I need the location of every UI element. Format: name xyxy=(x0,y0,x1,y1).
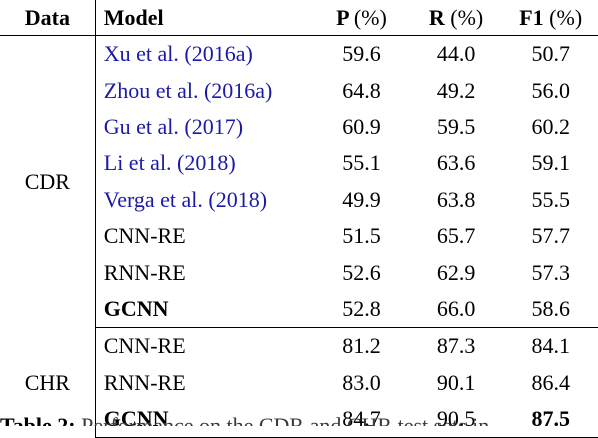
header-precision-unit: (%) xyxy=(353,4,387,30)
f1-cell: 58.6 xyxy=(503,290,598,329)
table-row: CNN-RE 51.5 65.7 57.7 xyxy=(0,218,598,254)
caption-text: Performance on the CDR and CHR test sets… xyxy=(81,413,490,426)
f1-cell: 57.3 xyxy=(531,259,570,285)
table-row: Gu et al. (2017) 60.9 59.5 60.2 xyxy=(0,109,598,145)
model-cell[interactable]: Xu et al. (2016a) xyxy=(103,41,253,67)
precision-cell: 52.6 xyxy=(342,259,381,285)
caption-label: Table 2 xyxy=(0,413,69,426)
table-row: CHR CNN-RE 81.2 87.3 84.1 xyxy=(0,327,598,438)
model-cell: CNN-RE xyxy=(103,333,186,359)
group-label-cdr: CDR xyxy=(0,35,96,328)
precision-cell: 64.8 xyxy=(342,77,381,103)
precision-cell: 55.1 xyxy=(342,150,381,176)
caption-label-colon: : xyxy=(68,413,76,426)
header-f1-unit: (%) xyxy=(549,4,583,30)
table-row: Verga et al. (2018) 49.9 63.8 55.5 xyxy=(0,182,598,218)
f1-cell: 50.7 xyxy=(531,41,570,67)
header-data-label: Data xyxy=(24,4,70,30)
recall-cell: 62.9 xyxy=(436,259,476,285)
model-cell[interactable]: Gu et al. (2017) xyxy=(103,113,244,139)
table-row: CDR Xu et al. (2016a) 59.6 44.0 50.7 xyxy=(0,35,598,328)
f1-cell: 57.7 xyxy=(531,223,570,249)
model-cell: RNN-RE xyxy=(103,259,186,285)
header-recall: R (%) xyxy=(408,0,504,36)
recall-cell: 59.5 xyxy=(436,113,476,139)
f1-cell: 86.4 xyxy=(531,369,570,395)
model-cell[interactable]: Zhou et al. (2016a) xyxy=(103,77,273,103)
recall-cell: 66.0 xyxy=(408,290,504,329)
precision-cell: 49.9 xyxy=(342,186,381,212)
header-precision: P (%) xyxy=(314,0,409,36)
table-header: Data Model P (%) R (%) F1 (%) xyxy=(0,0,598,36)
precision-cell: 52.8 xyxy=(314,290,409,329)
header-model: Model xyxy=(95,0,315,36)
precision-cell: 51.5 xyxy=(342,223,381,249)
model-cell: CNN-RE xyxy=(103,223,186,249)
f1-cell: 59.1 xyxy=(531,150,570,176)
recall-cell: 63.8 xyxy=(436,186,476,212)
precision-cell: 60.9 xyxy=(342,113,381,139)
recall-cell: 44.0 xyxy=(436,41,476,67)
recall-cell: 49.2 xyxy=(436,77,476,103)
header-f1: F1 (%) xyxy=(503,0,598,36)
table-row: GCNN 52.8 66.0 58.6 xyxy=(0,290,598,329)
f1-cell: 84.1 xyxy=(531,333,570,359)
model-cell: GCNN xyxy=(95,290,315,329)
f1-cell: 56.0 xyxy=(531,77,570,103)
header-data: Data xyxy=(0,0,96,36)
table-row: Zhou et al. (2016a) 64.8 49.2 56.0 xyxy=(0,72,598,108)
table-row: Li et al. (2018) 55.1 63.6 59.1 xyxy=(0,145,598,181)
model-cell[interactable]: Verga et al. (2018) xyxy=(103,186,268,212)
recall-cell: 87.3 xyxy=(436,333,476,359)
header-recall-label: R xyxy=(428,4,445,30)
table-caption: Table 2: Performance on the CDR and CHR … xyxy=(0,412,598,426)
model-cell: RNN-RE xyxy=(103,369,186,395)
table-row: RNN-RE 52.6 62.9 57.3 xyxy=(0,254,598,290)
recall-cell: 63.6 xyxy=(436,150,476,176)
f1-cell: 55.5 xyxy=(531,186,570,212)
header-f1-label: F1 xyxy=(519,4,544,30)
recall-cell: 90.1 xyxy=(436,369,476,395)
recall-cell: 65.7 xyxy=(436,223,476,249)
precision-cell: 81.2 xyxy=(342,333,381,359)
header-recall-unit: (%) xyxy=(450,4,484,30)
header-precision-label: P xyxy=(336,4,349,30)
table-row: RNN-RE 83.0 90.1 86.4 xyxy=(0,365,598,401)
group-label-chr: CHR xyxy=(0,327,96,438)
model-cell[interactable]: Li et al. (2018) xyxy=(103,150,236,176)
precision-cell: 83.0 xyxy=(342,369,381,395)
f1-cell: 60.2 xyxy=(531,113,570,139)
precision-cell: 59.6 xyxy=(342,41,381,67)
header-model-label: Model xyxy=(103,4,164,30)
header-row: Data Model P (%) R (%) F1 (%) xyxy=(0,0,598,36)
group-cdr: CDR Xu et al. (2016a) 59.6 44.0 50.7 Zho… xyxy=(0,35,598,329)
